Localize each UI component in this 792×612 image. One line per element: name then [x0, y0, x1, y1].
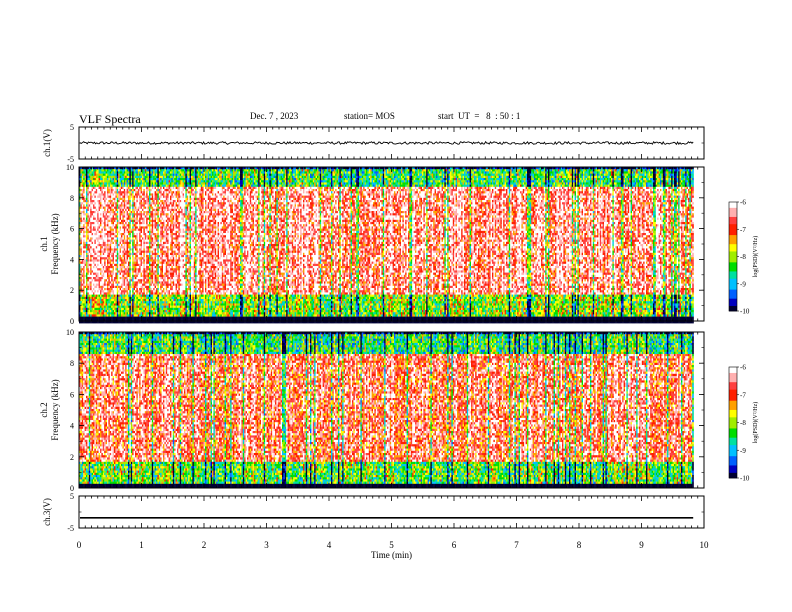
ch2-spectrum-y-tick-label: 10: [66, 328, 74, 337]
x-tick-label: 8: [577, 540, 582, 550]
ch2-spectrum-spectrogram: [79, 332, 694, 488]
ch2-spectrum-colorbar-tick-label: -6: [740, 364, 746, 372]
ch3-signal-y-tick-label: 5: [70, 492, 74, 501]
x-tick-label: 7: [514, 540, 519, 550]
ch3-signal-y-ticks: 5 -5: [67, 492, 704, 533]
ch1-spectrum-colorbar-label: log(PSD)(V²/Hz): [752, 236, 759, 277]
x-tick-label: 10: [700, 540, 710, 550]
ch1-spectrum-ylabel-channel: ch.1: [39, 236, 49, 251]
x-tick-label: 6: [452, 540, 457, 550]
x-tick-label: 4: [327, 540, 332, 550]
ch3-signal-x-ticks: [79, 496, 704, 528]
x-tick-label: 3: [264, 540, 269, 550]
spectra-plot: 5-5ch.1(V)0246810ch.1 Frequency (kHz)-6-7…: [0, 0, 792, 612]
ch2-spectrum-colorbar-tick-label: -10: [740, 475, 750, 483]
ch2-spectrum-ylabel-channel: ch.2: [39, 402, 49, 417]
ch1-signal-signal-line: [80, 142, 693, 145]
ch1-signal-y-tick-label: 5: [70, 123, 74, 132]
ch1-spectrum-colorbar-tick-label: -10: [740, 308, 750, 316]
ch1-spectrum-y-tick-label: 2: [70, 286, 74, 295]
ch1-spectrum-colorbar-tick-label: -8: [740, 253, 746, 261]
ch2-spectrum-y-tick-label: 4: [70, 422, 74, 431]
ch1-spectrum-y-tick-label: 4: [70, 255, 74, 264]
ch1-spectrum-spectrogram: [79, 167, 694, 323]
ch1-spectrum-y-tick-label: 6: [70, 225, 74, 234]
ch1-spectrum-y-tick-label: 0: [70, 317, 74, 326]
ch3-signal-ylabel: ch.3(V): [42, 498, 52, 526]
x-tick-label: 2: [202, 540, 207, 550]
ch2-spectrum-ylabel-frequency: Frequency (kHz): [50, 379, 60, 440]
x-tick-label: 0: [77, 540, 82, 550]
ch2-spectrum-y-tick-label: 6: [70, 390, 74, 399]
x-tick-label: 1: [139, 540, 144, 550]
ch1-signal-ylabel: ch.1(V): [42, 129, 52, 157]
ch2-spectrum-colorbar-tick-label: -7: [740, 391, 746, 399]
ch3-signal-y-tick-label: -5: [67, 524, 74, 533]
ch1-spectrum-y-tick-label: 10: [66, 163, 74, 172]
ch2-spectrum-colorbar-tick-label: -8: [740, 419, 746, 427]
ch2-spectrum-colorbar: -6 -7 -8 -9 -10 log(PSD)(V²/Hz): [729, 364, 759, 483]
ch1-spectrum-colorbar-tick-label: -7: [740, 226, 746, 234]
ch1-spectrum-colorbar: -6 -7 -8 -9 -10 log(PSD)(V²/Hz): [729, 199, 759, 316]
x-tick-label: 5: [389, 540, 394, 550]
ch1-spectrum-y-tick-label: 8: [70, 194, 74, 203]
vlf-spectra-figure: VLF Spectra Dec. 7 , 2023 station= MOS s…: [0, 0, 792, 612]
ch2-spectrum-y-tick-label: 8: [70, 359, 74, 368]
ch1-spectrum-ylabel-frequency: Frequency (kHz): [50, 213, 60, 274]
ch2-spectrum-colorbar-label: log(PSD)(V²/Hz): [752, 402, 759, 443]
ch1-spectrum-colorbar-tick-label: -6: [740, 199, 746, 207]
ch2-spectrum-y-tick-label: 2: [70, 453, 74, 462]
ch2-spectrum-colorbar-tick-label: -9: [740, 447, 746, 455]
x-axis-title: Time (min): [371, 550, 412, 560]
x-tick-label: 9: [639, 540, 644, 550]
ch1-spectrum-colorbar-tick-label: -9: [740, 280, 746, 288]
